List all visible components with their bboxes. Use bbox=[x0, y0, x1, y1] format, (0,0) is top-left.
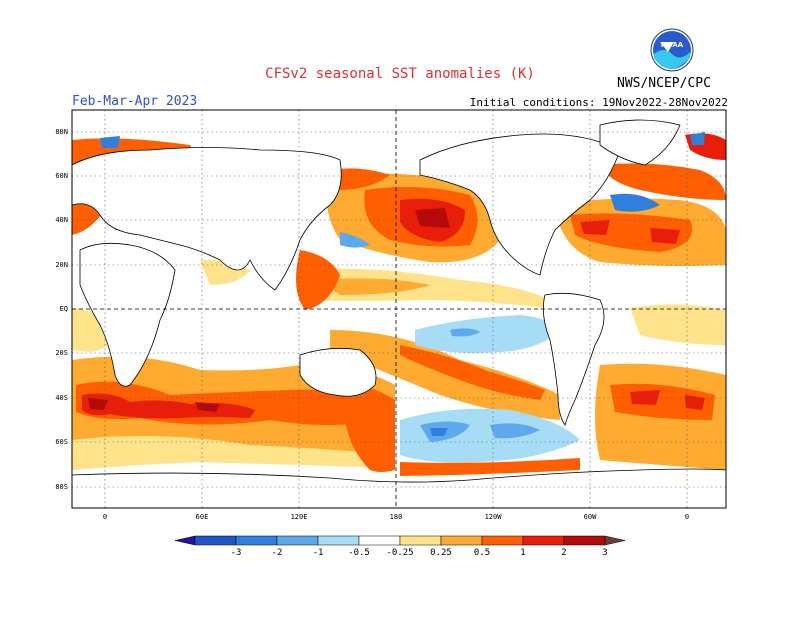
cool-anomaly-south-pacific-deep bbox=[430, 428, 448, 436]
colorbar-label: 3 bbox=[602, 548, 607, 558]
lon-tick: 60W bbox=[584, 513, 597, 521]
warm-anomaly-south-indian-deepred bbox=[88, 398, 220, 412]
lon-tick: 120W bbox=[485, 513, 503, 521]
lon-tick-labels: 0 60E 120E 180 120W 60W 0 bbox=[103, 513, 689, 521]
colorbar-arrow-low bbox=[174, 535, 196, 546]
colorbar-swatch bbox=[358, 535, 401, 546]
lat-tick: 80N bbox=[55, 128, 68, 136]
colorbar-label: 0.25 bbox=[430, 548, 452, 558]
colorbar-label: 2 bbox=[561, 548, 566, 558]
cool-anomaly-south-pacific-core bbox=[420, 421, 540, 442]
noaa-logo: NOAA bbox=[650, 28, 694, 72]
continent-africa bbox=[79, 242, 176, 387]
colorbar-swatch bbox=[440, 535, 483, 546]
lon-tick: 0 bbox=[103, 513, 107, 521]
colorbar-swatch bbox=[276, 535, 319, 546]
warm-anomaly-north-pacific-deep bbox=[415, 208, 450, 228]
continent-eurasia bbox=[72, 147, 342, 291]
continent-north-america bbox=[419, 133, 621, 276]
warm-anomaly-subpolar-atlantic bbox=[600, 163, 726, 200]
cool-anomaly-arctic-barents bbox=[100, 136, 120, 148]
lat-tick: 20N bbox=[55, 261, 68, 269]
map-title: CFSv2 seasonal SST anomalies (K) bbox=[265, 66, 535, 82]
colorbar-label: -0.25 bbox=[386, 548, 413, 558]
warm-anomaly-tasman bbox=[345, 380, 395, 472]
cool-anomaly-north-atlantic bbox=[610, 193, 660, 212]
warm-anomaly-south-indian-red bbox=[82, 393, 255, 419]
colorbar-label: -0.5 bbox=[348, 548, 370, 558]
lat-tick-labels: 80N 60N 40N 20N EQ 20S 40S 60S 80S bbox=[55, 128, 68, 491]
lat-tick: 60S bbox=[55, 438, 68, 446]
colorbar-label: -2 bbox=[272, 548, 283, 558]
warm-anomaly-north-atlantic-red bbox=[580, 220, 680, 244]
lat-tick: 40N bbox=[55, 216, 68, 224]
map-frame bbox=[71, 109, 727, 509]
colorbar-swatch bbox=[235, 535, 278, 546]
anomaly-fields bbox=[72, 132, 726, 476]
colorbar-swatch bbox=[522, 535, 565, 546]
warm-strip-antarctic-pacific bbox=[400, 458, 580, 476]
colorbar-swatch bbox=[399, 535, 442, 546]
logo-text: NOAA bbox=[661, 41, 684, 49]
warm-anomaly-south-pacific-core bbox=[400, 345, 545, 400]
lon-tick: 180 bbox=[390, 513, 403, 521]
colorbar-label: -1 bbox=[313, 548, 324, 558]
map-reference-lines bbox=[72, 110, 726, 508]
lon-tick: 120E bbox=[291, 513, 308, 521]
forecast-season: Feb-Mar-Apr 2023 bbox=[72, 94, 198, 109]
continent-australia bbox=[299, 347, 377, 397]
lat-tick: 40S bbox=[55, 394, 68, 402]
colorbar-swatch bbox=[317, 535, 360, 546]
colorbar-label: 1 bbox=[520, 548, 525, 558]
continent-antarctica bbox=[72, 468, 726, 508]
lat-tick: EQ bbox=[60, 305, 68, 313]
cool-anomaly-equatorial-pacific bbox=[415, 315, 560, 354]
colorbar-arrow-high bbox=[604, 535, 626, 546]
initial-conditions: Initial conditions: 19Nov2022-28Nov2022 bbox=[469, 96, 728, 109]
warm-anomaly-south-atlantic-red bbox=[630, 390, 705, 410]
lon-tick: 60E bbox=[196, 513, 209, 521]
warm-band-tropical-north-pacific-core bbox=[320, 278, 430, 295]
agency-label: NWS/NCEP/CPC bbox=[617, 76, 711, 91]
cool-anomaly-labrador bbox=[690, 132, 705, 145]
warm-anomaly-south-pacific bbox=[330, 330, 560, 420]
warm-anomaly-bering bbox=[330, 168, 390, 190]
lat-tick: 60N bbox=[55, 172, 68, 180]
cool-anomaly-equatorial-core bbox=[450, 328, 480, 337]
lat-tick: 20S bbox=[55, 349, 68, 357]
yellow-tropical-atlantic bbox=[630, 304, 726, 345]
continent-greenland bbox=[599, 119, 681, 166]
colorbar-swatch bbox=[563, 535, 606, 546]
colorbar-label: 0.5 bbox=[474, 548, 490, 558]
cool-anomaly-north-pacific-west bbox=[340, 232, 370, 248]
colorbar-swatch bbox=[194, 535, 237, 546]
continents bbox=[72, 119, 726, 508]
lon-tick: 0 bbox=[685, 513, 689, 521]
colorbar: -3 -2 -1 -0.5 -0.25 0.25 0.5 1 2 3 bbox=[174, 535, 626, 558]
continent-south-america bbox=[542, 292, 605, 426]
colorbar-swatch bbox=[481, 535, 524, 546]
lat-tick: 80S bbox=[55, 483, 68, 491]
yellow-band-south bbox=[72, 436, 395, 470]
colorbar-label: -3 bbox=[231, 548, 242, 558]
